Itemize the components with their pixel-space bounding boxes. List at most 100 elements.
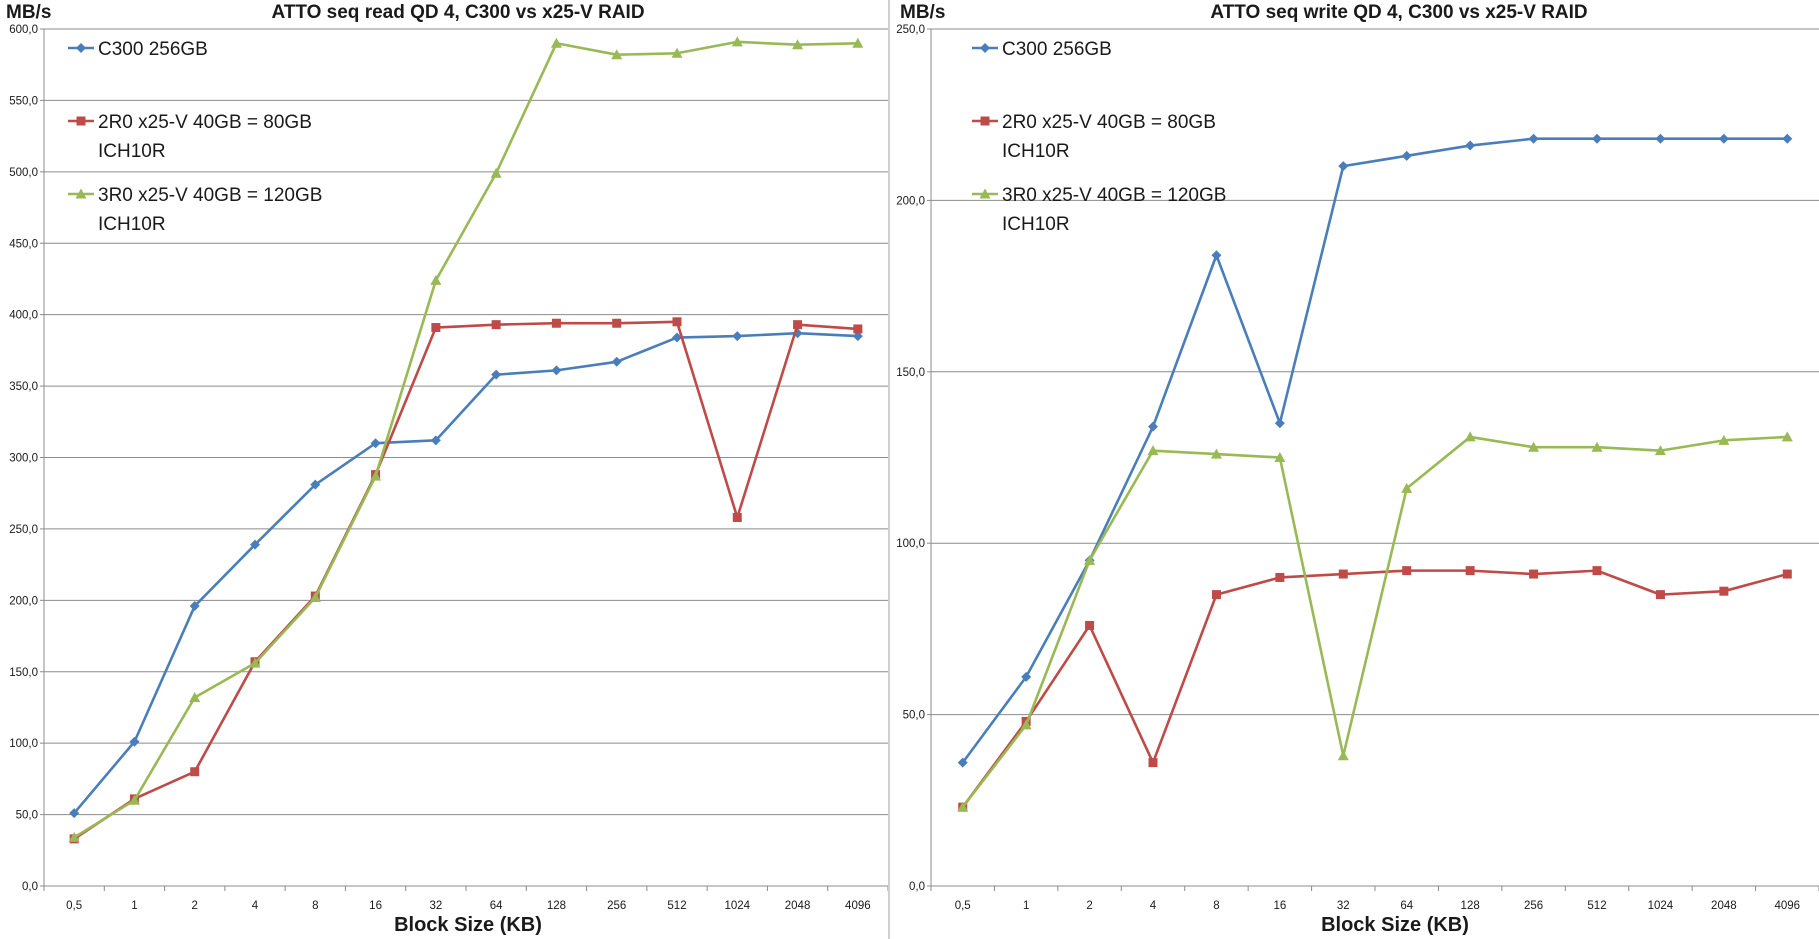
write-chart-data-point-2r0 — [1085, 620, 1095, 630]
write-chart-x-tick-label: 64 — [1400, 900, 1413, 912]
write-chart-data-point-3r0 — [1337, 750, 1349, 761]
read-chart-data-point-c300 — [852, 331, 863, 342]
write-chart-data-point-c300 — [1465, 140, 1476, 151]
write-chart-x-tick-label: 4 — [1150, 900, 1157, 912]
write-chart-data-point-2r0 — [1465, 566, 1475, 576]
write-chart-x-tick-label: 16 — [1273, 900, 1286, 912]
write-chart-legend-swatch-marker — [980, 116, 990, 126]
write-chart-data-point-3r0 — [1084, 554, 1096, 565]
read-chart-y-tick-label: 550,0 — [9, 95, 38, 107]
write-chart-data-point-3r0 — [1654, 445, 1666, 456]
write-chart-x-tick-label: 1024 — [1648, 900, 1674, 912]
read-chart-x-tick-label: 16 — [369, 900, 382, 912]
write-chart-y-tick-label: 150,0 — [896, 367, 925, 379]
read-chart-x-tick-label: 1 — [131, 900, 137, 912]
write-chart-data-point-3r0 — [1464, 431, 1476, 442]
read-chart-data-point-2r0 — [612, 318, 622, 328]
write-chart-y-unit: MB/s — [900, 2, 945, 23]
read-chart-data-point-3r0 — [309, 591, 321, 602]
read-chart-data-point-c300 — [129, 736, 140, 747]
read-chart-y-tick-label: 500,0 — [9, 167, 38, 179]
write-chart-series-line-c300 — [961, 137, 1788, 764]
write-chart-x-tick-label: 0,5 — [955, 900, 971, 912]
read-chart-series-2r0 — [69, 317, 863, 844]
read-chart-x-tick-label: 128 — [547, 900, 566, 912]
write-chart-series-line-3r0 — [961, 435, 1788, 808]
write-chart-data-point-2r0 — [1655, 590, 1665, 600]
read-chart-data-point-c300 — [430, 435, 441, 446]
write-chart-data-point-c300 — [1211, 250, 1222, 261]
read-chart-y-tick-label: 250,0 — [9, 524, 38, 536]
write-chart-data-point-3r0 — [1210, 448, 1222, 459]
read-chart-title: ATTO seq read QD 4, C300 vs x25-V RAID — [271, 2, 644, 23]
write-chart-data-point-2r0 — [1719, 586, 1729, 596]
read-chart-legend-label: 2R0 x25-V 40GB = 80GB — [98, 112, 312, 133]
write-chart-series-2r0 — [958, 566, 1792, 812]
write-chart-x-tick-label: 32 — [1337, 900, 1350, 912]
read-chart-data-point-2r0 — [732, 512, 742, 522]
read-chart-data-point-c300 — [611, 356, 622, 367]
write-chart-panel: MB/s ATTO seq write QD 4, C300 vs x25-V … — [890, 0, 1819, 939]
write-chart-y-tick-label: 50,0 — [903, 710, 925, 722]
read-chart-data-point-c300 — [551, 365, 562, 376]
read-chart-data-point-3r0 — [731, 36, 743, 47]
read-chart-legend-label: ICH10R — [98, 214, 166, 235]
write-chart-legend-label: 3R0 x25-V 40GB = 120GB — [1002, 185, 1226, 206]
read-chart-data-point-3r0 — [128, 794, 140, 805]
write-chart-data-point-3r0 — [1781, 431, 1793, 442]
write-chart-data-point-2r0 — [1402, 566, 1412, 576]
write-chart-legend-item-2r0: 2R0 x25-V 40GB = 80GB ICH10R — [972, 112, 1216, 162]
write-chart-legend-label: ICH10R — [1002, 141, 1070, 162]
write-chart-legend-swatch-marker — [979, 188, 991, 199]
read-chart-data-point-2r0 — [672, 317, 682, 327]
read-chart-data-point-2r0 — [853, 324, 863, 334]
write-chart-data-point-2r0 — [1211, 590, 1221, 600]
read-chart-x-tick-label: 32 — [429, 900, 442, 912]
write-chart-x-tick-label: 256 — [1524, 900, 1543, 912]
write-chart-y-tick-label: 200,0 — [896, 195, 925, 207]
write-chart-y-tick-label: 250,0 — [896, 24, 925, 36]
read-chart-legend-item-2r0: 2R0 x25-V 40GB = 80GB ICH10R — [68, 112, 312, 162]
read-chart-x-tick-label: 64 — [490, 900, 503, 912]
read-chart-series-c300 — [69, 328, 863, 819]
read-chart-data-point-c300 — [189, 601, 200, 612]
read-chart-data-point-3r0 — [671, 47, 683, 58]
read-chart-series-3r0 — [68, 36, 864, 842]
read-chart-data-point-3r0 — [430, 274, 442, 285]
read-chart-data-point-2r0 — [491, 320, 501, 330]
read-chart-data-point-3r0 — [611, 49, 623, 60]
read-chart-legend-item-3r0: 3R0 x25-V 40GB = 120GB ICH10R — [68, 185, 322, 235]
write-chart: MB/s ATTO seq write QD 4, C300 vs x25-V … — [896, 2, 1819, 936]
read-chart-data-point-c300 — [370, 438, 381, 449]
read-chart-y-tick-label: 400,0 — [9, 310, 38, 322]
write-chart-data-point-2r0 — [1275, 572, 1285, 582]
write-chart-series-c300 — [957, 133, 1793, 768]
write-chart-x-tick-label: 1 — [1023, 900, 1029, 912]
read-chart-y-tick-label: 600,0 — [9, 24, 38, 36]
write-chart-data-point-c300 — [1401, 150, 1412, 161]
write-chart-data-point-3r0 — [1591, 441, 1603, 452]
write-chart-x-tick-label: 128 — [1461, 900, 1480, 912]
read-chart-x-tick-label: 2048 — [785, 900, 811, 912]
read-chart-legend-label: C300 256GB — [98, 39, 208, 60]
read-chart-legend-swatch-marker — [76, 43, 86, 53]
read-chart-series-line-c300 — [73, 331, 858, 814]
write-chart-data-point-c300 — [1592, 133, 1602, 144]
read-chart-data-point-3r0 — [792, 39, 804, 50]
read-chart-data-point-c300 — [732, 331, 743, 342]
read-chart-y-unit: MB/s — [6, 2, 51, 23]
write-chart-series-3r0 — [957, 431, 1793, 812]
write-chart-x-tick-label: 4096 — [1774, 900, 1800, 912]
read-chart-data-point-c300 — [672, 332, 682, 343]
write-chart-data-point-3r0 — [1718, 434, 1730, 445]
write-chart-data-point-c300 — [1718, 133, 1729, 144]
read-chart-panel: MB/s ATTO seq read QD 4, C300 vs x25-V R… — [0, 0, 888, 939]
write-chart-data-point-2r0 — [1592, 566, 1602, 576]
write-chart-legend-label: ICH10R — [1002, 214, 1070, 235]
write-chart-legend-item-c300: C300 256GB — [972, 39, 1112, 60]
write-chart-legend-label: 2R0 x25-V 40GB = 80GB — [1002, 112, 1216, 133]
write-chart-data-point-2r0 — [1338, 569, 1348, 579]
read-chart-y-tick-label: 350,0 — [9, 381, 38, 393]
read-chart-data-point-2r0 — [551, 318, 561, 328]
